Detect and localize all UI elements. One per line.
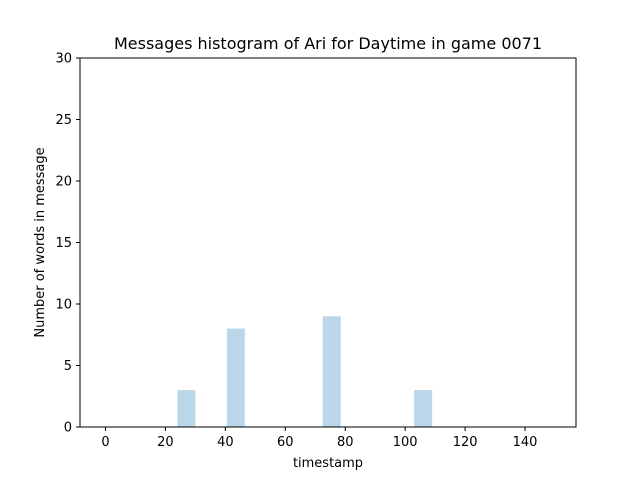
histogram-bar-0 bbox=[177, 390, 196, 427]
x-tick-label: 0 bbox=[101, 435, 109, 450]
y-axis-label: Number of words in message bbox=[33, 147, 48, 337]
histogram-bar-3 bbox=[414, 390, 433, 427]
y-tick-label: 0 bbox=[64, 421, 72, 436]
y-tick-label: 5 bbox=[64, 359, 72, 374]
x-tick-label: 60 bbox=[277, 435, 294, 450]
histogram-bar-1 bbox=[226, 328, 245, 427]
bars-layer bbox=[177, 316, 433, 427]
x-tick-label: 80 bbox=[337, 435, 354, 450]
y-tick-label: 20 bbox=[55, 175, 72, 190]
y-tick-label: 10 bbox=[55, 298, 72, 313]
y-tick-label: 15 bbox=[55, 236, 72, 251]
chart-title: Messages histogram of Ari for Daytime in… bbox=[114, 34, 542, 53]
x-tick-label: 40 bbox=[217, 435, 234, 450]
y-tick-label: 25 bbox=[55, 113, 72, 128]
y-tick-label: 30 bbox=[55, 52, 72, 67]
x-tick-label: 140 bbox=[513, 435, 538, 450]
histogram-bar-2 bbox=[322, 316, 341, 427]
x-tick-label: 20 bbox=[157, 435, 174, 450]
x-axis-label: timestamp bbox=[293, 456, 363, 471]
x-tick-label: 120 bbox=[453, 435, 478, 450]
x-axis: 0 20 40 60 80 100 120 140 bbox=[101, 427, 537, 450]
y-axis: 0 5 10 15 20 25 30 bbox=[55, 52, 80, 436]
x-tick-label: 100 bbox=[393, 435, 418, 450]
